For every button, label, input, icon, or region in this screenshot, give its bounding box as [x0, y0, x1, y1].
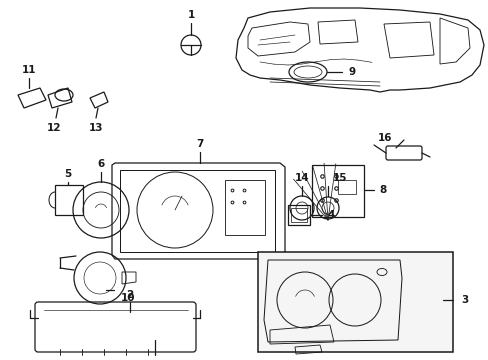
- Text: 7: 7: [196, 139, 203, 149]
- Bar: [290, 208, 306, 222]
- Text: 15: 15: [332, 173, 346, 183]
- Text: 11: 11: [21, 65, 36, 75]
- Text: 3: 3: [461, 295, 468, 305]
- Text: 4: 4: [326, 210, 334, 220]
- Text: 9: 9: [348, 67, 355, 77]
- Text: 6: 6: [97, 159, 104, 169]
- Text: 2: 2: [126, 290, 133, 300]
- Bar: [287, 205, 309, 225]
- Bar: [311, 165, 363, 217]
- Bar: [55, 185, 83, 215]
- Text: 10: 10: [121, 293, 135, 303]
- Text: 16: 16: [377, 133, 391, 143]
- Text: 1: 1: [187, 10, 194, 20]
- Bar: [224, 180, 264, 235]
- Text: 13: 13: [88, 123, 103, 133]
- Text: 12: 12: [47, 123, 61, 133]
- Text: 14: 14: [294, 173, 309, 183]
- Text: 8: 8: [379, 185, 386, 195]
- Bar: [337, 180, 355, 194]
- Bar: [258, 252, 452, 352]
- Text: 5: 5: [64, 169, 71, 179]
